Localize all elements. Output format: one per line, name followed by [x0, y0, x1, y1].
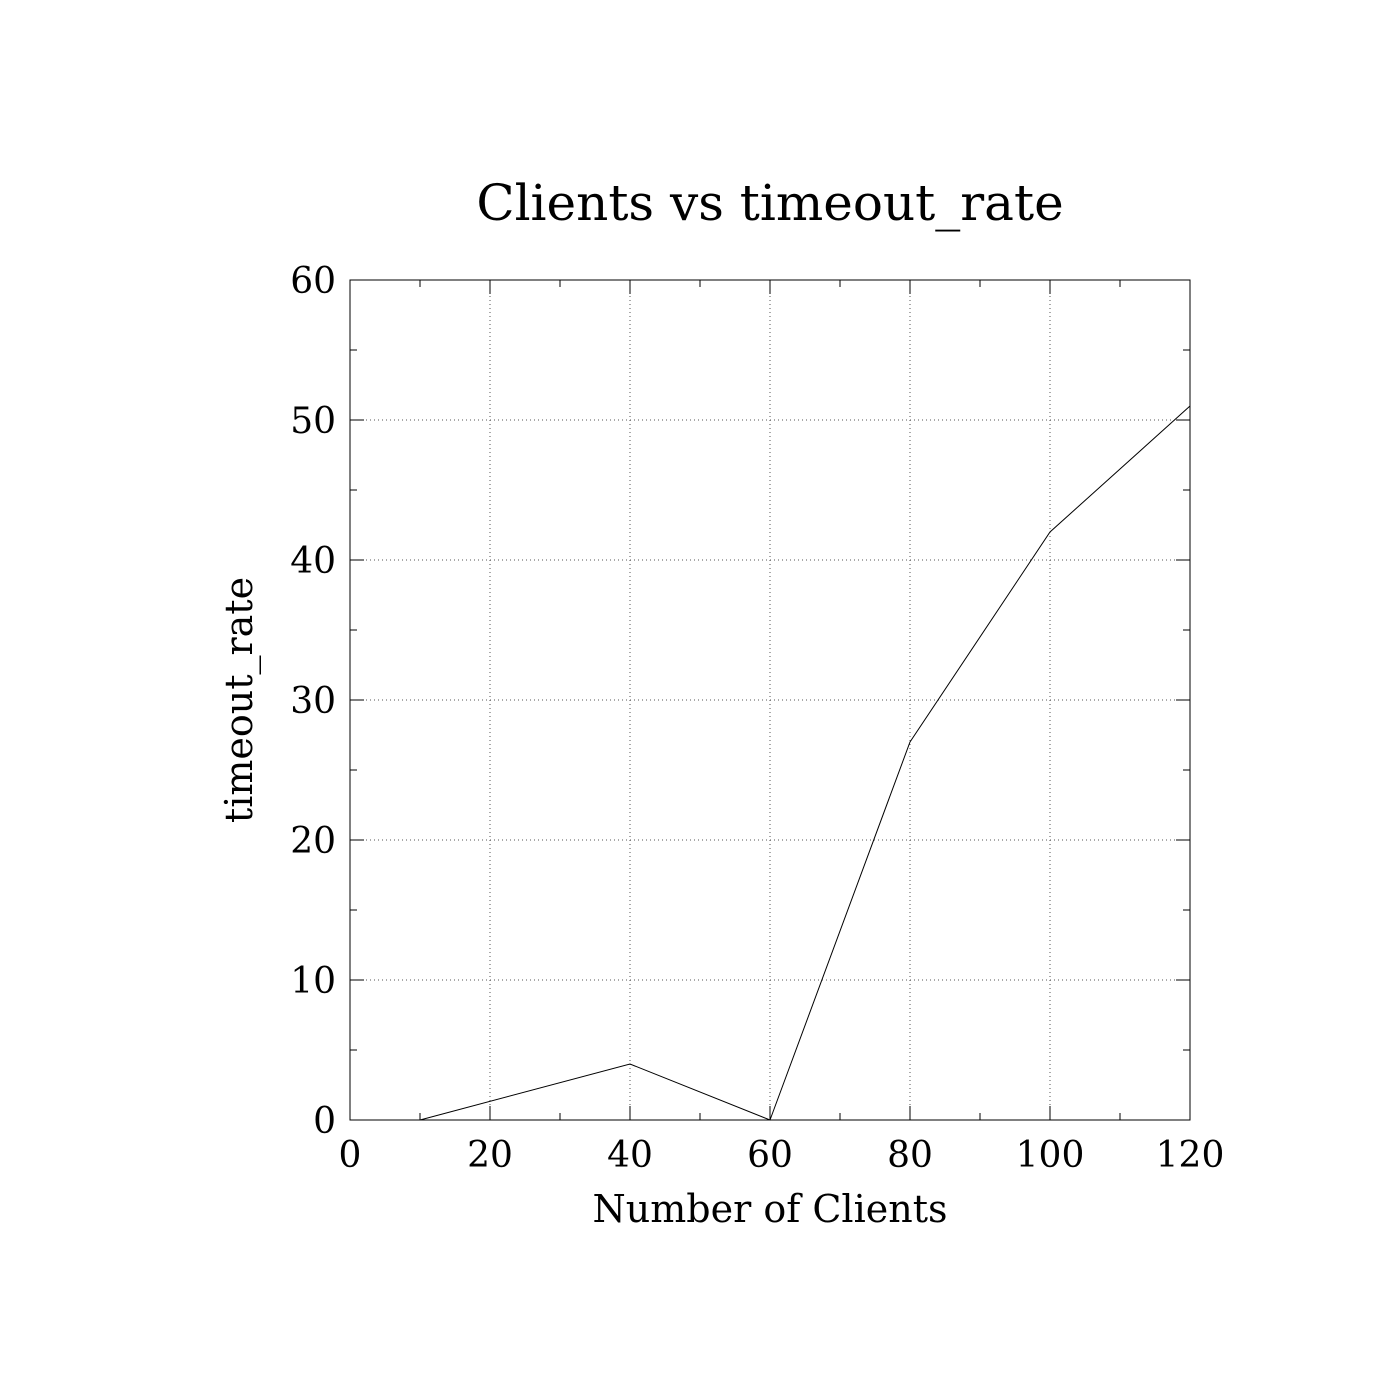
x-tick-label: 0 [339, 1135, 362, 1176]
x-axis-label: Number of Clients [593, 1187, 948, 1231]
series-layer [419, 405, 1191, 1121]
series-line-0 [419, 405, 1191, 1121]
y-tick-label: 10 [290, 961, 336, 1002]
y-tick-labels: 0 10 20 30 40 50 60 [290, 261, 336, 1142]
y-tick-label: 60 [290, 261, 336, 302]
y-axis-label: timeout_rate [217, 577, 262, 823]
y-tick-label: 40 [290, 541, 336, 582]
x-tick-label: 40 [607, 1135, 653, 1176]
y-tick-label: 0 [313, 1101, 336, 1142]
x-tick-label: 20 [467, 1135, 513, 1176]
x-tick-label: 60 [747, 1135, 793, 1176]
y-tick-label: 50 [290, 401, 336, 442]
x-tick-label: 80 [887, 1135, 933, 1176]
grid-lines [350, 280, 1190, 1120]
x-tick-label: 120 [1156, 1135, 1225, 1176]
axis-ticks [349, 279, 1191, 1121]
y-tick-label: 30 [290, 681, 336, 722]
y-tick-label: 20 [290, 821, 336, 862]
x-tick-label: 100 [1016, 1135, 1085, 1176]
chart-title: Clients vs timeout_rate [476, 174, 1063, 232]
x-tick-labels: 0 20 40 60 80 100 120 [339, 1135, 1225, 1176]
